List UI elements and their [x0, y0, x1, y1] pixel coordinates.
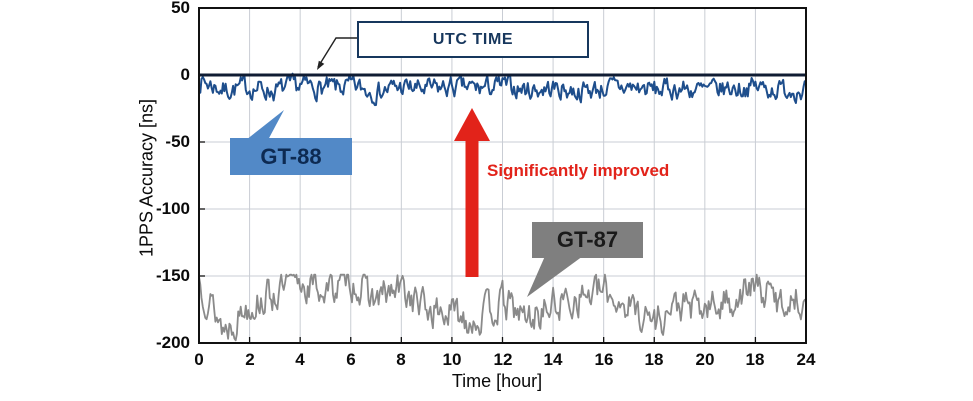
x-tick-label: 8: [396, 350, 406, 369]
x-tick-label: 18: [644, 350, 664, 369]
y-tick-label: -100: [155, 199, 190, 218]
x-axis-title: Time [hour]: [451, 371, 543, 391]
gt88-callout: GT-88: [230, 138, 352, 175]
x-tick-label: 2: [245, 350, 255, 369]
utc-time-label-box: UTC TIME: [357, 21, 589, 58]
utc-leader-line: [317, 37, 357, 68]
x-tick-label: 24: [796, 350, 816, 369]
x-tick-label: 0: [194, 350, 204, 369]
gt87-label: GT-87: [556, 227, 619, 252]
y-tick-label: 50: [171, 0, 190, 17]
x-tick-label: 4: [295, 350, 305, 369]
gt88-label: GT-88: [260, 143, 322, 169]
x-tick-label: 16: [594, 350, 614, 369]
gt87-callout: GT-87: [532, 222, 643, 258]
series-gt-88: [198, 72, 807, 107]
x-tick-label: 14: [543, 350, 563, 369]
y-tick-label: -150: [155, 266, 190, 285]
y-tick-label: -200: [155, 333, 190, 352]
gt87-callout-tail: [527, 256, 583, 297]
x-tick-label: 18: [745, 350, 765, 369]
utc-time-label: UTC TIME: [432, 30, 514, 48]
y-tick-label: -50: [165, 132, 190, 151]
x-tick-label: 6: [346, 350, 356, 369]
plot-border: [198, 7, 807, 344]
series-lines: [198, 72, 807, 342]
utc-leader-arrowhead-icon: [317, 60, 325, 70]
improvement-arrow-icon: [454, 108, 490, 277]
x-tick-label: 12: [493, 350, 513, 369]
gt88-callout-tail: [246, 110, 284, 140]
y-tick-label: 0: [180, 65, 190, 84]
y-axis-title: 1PPS Accuracy [ns]: [136, 98, 157, 258]
x-tick-label: 10: [442, 350, 462, 369]
series-gt-87: [198, 273, 807, 342]
improvement-annotation: Significantly improved: [487, 161, 670, 180]
x-tick-label: 20: [695, 350, 715, 369]
